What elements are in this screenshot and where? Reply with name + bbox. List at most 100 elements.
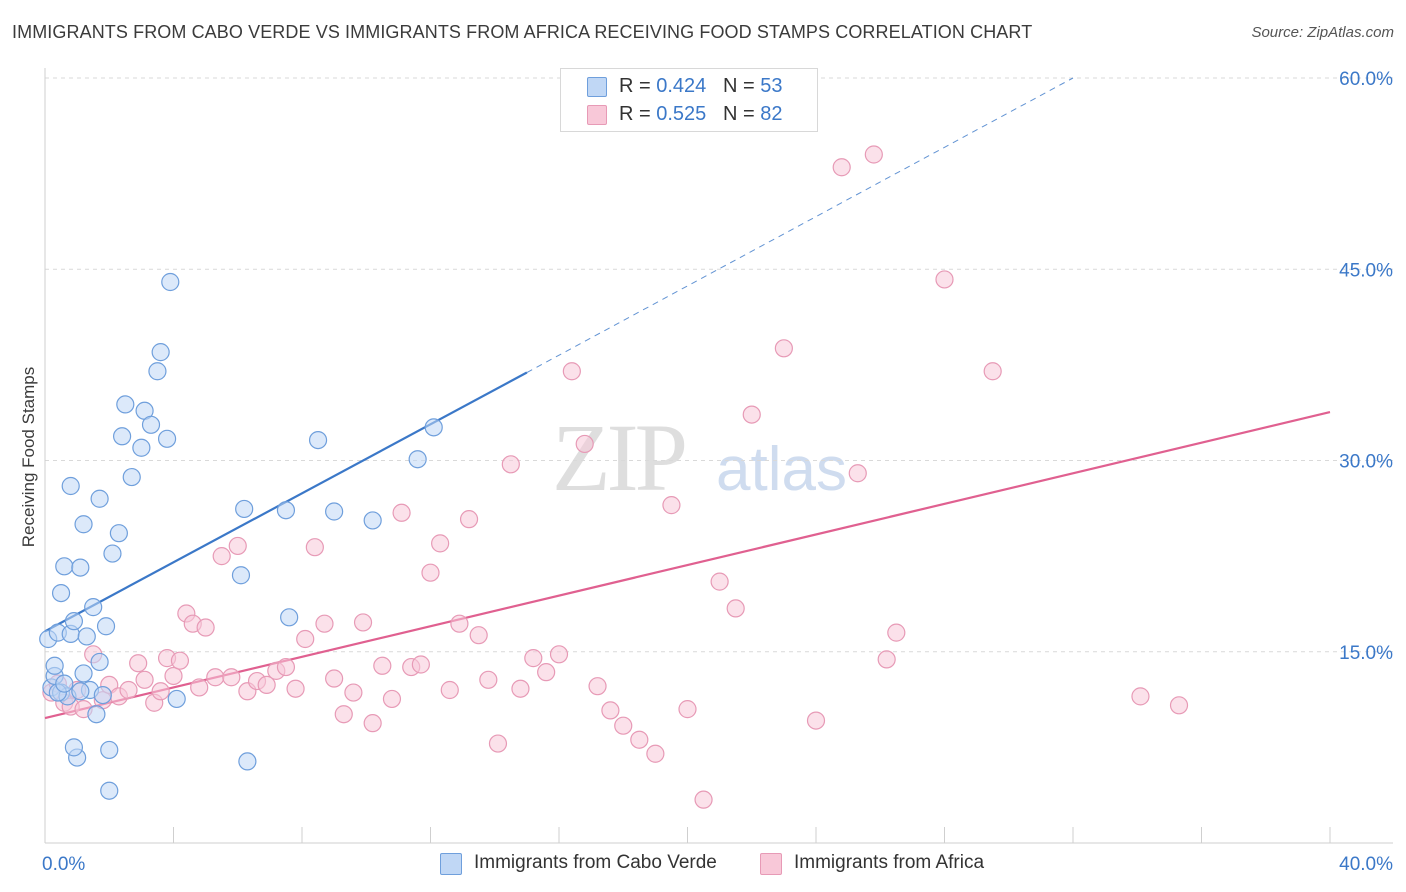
point-cabo-verde bbox=[100, 781, 119, 800]
point-cabo-verde bbox=[363, 511, 382, 530]
point-africa bbox=[575, 434, 594, 454]
legend-n-label: N = bbox=[722, 75, 761, 97]
point-africa bbox=[524, 649, 543, 668]
y-tick-label: 15.0% bbox=[1339, 643, 1393, 664]
point-africa bbox=[135, 670, 154, 689]
trend-line-cabo-verde-extension bbox=[526, 77, 1074, 373]
point-cabo-verde bbox=[112, 427, 132, 446]
point-cabo-verde bbox=[122, 467, 141, 487]
legend: R = 0.424 N = 53 R = 0.525 N = 82 bbox=[560, 68, 818, 132]
point-africa bbox=[119, 680, 138, 700]
point-africa bbox=[710, 572, 729, 591]
point-cabo-verde bbox=[325, 502, 344, 521]
point-africa bbox=[1131, 687, 1150, 706]
legend-n-label: N = bbox=[722, 103, 761, 125]
y-tick-label: 60.0% bbox=[1339, 69, 1393, 90]
point-africa bbox=[440, 680, 459, 700]
point-africa bbox=[411, 655, 430, 674]
point-cabo-verde bbox=[408, 450, 427, 469]
point-africa bbox=[935, 270, 954, 289]
point-africa bbox=[276, 657, 296, 677]
point-cabo-verde bbox=[276, 501, 296, 520]
point-africa bbox=[344, 683, 363, 702]
point-africa bbox=[373, 656, 392, 675]
point-africa bbox=[382, 689, 402, 709]
point-africa bbox=[479, 670, 498, 689]
y-tick-label: 30.0% bbox=[1339, 452, 1393, 473]
point-africa bbox=[537, 663, 556, 682]
point-cabo-verde bbox=[87, 705, 106, 724]
legend-r-label: R = bbox=[619, 75, 657, 97]
point-cabo-verde bbox=[90, 652, 109, 672]
point-cabo-verde bbox=[93, 685, 112, 705]
point-africa bbox=[646, 744, 665, 763]
point-cabo-verde bbox=[64, 612, 84, 631]
legend-swatch-africa bbox=[587, 105, 607, 125]
point-africa bbox=[315, 614, 334, 633]
point-africa bbox=[511, 679, 530, 698]
tick-labels: 15.0% 30.0% 45.0% 60.0% 0.0% 40.0% bbox=[42, 69, 1393, 875]
bottom-legend-swatch-cabo-verde bbox=[440, 853, 462, 875]
point-africa bbox=[286, 679, 305, 698]
point-africa bbox=[170, 651, 190, 670]
point-africa bbox=[877, 650, 896, 669]
point-cabo-verde bbox=[238, 752, 257, 771]
point-africa bbox=[228, 536, 247, 556]
point-africa bbox=[164, 666, 183, 686]
point-cabo-verde bbox=[103, 544, 122, 563]
watermark-zip: ZIP bbox=[552, 404, 685, 511]
point-africa bbox=[450, 614, 469, 633]
point-cabo-verde bbox=[132, 438, 151, 457]
point-africa bbox=[325, 669, 344, 688]
data-points bbox=[39, 145, 1189, 809]
point-africa bbox=[296, 629, 315, 649]
point-cabo-verde bbox=[96, 617, 116, 636]
source-label: Source: ZipAtlas.com bbox=[1251, 24, 1394, 41]
point-africa bbox=[501, 455, 520, 474]
point-cabo-verde bbox=[74, 515, 93, 534]
legend-r-value: 0.525 bbox=[656, 103, 707, 125]
point-africa bbox=[459, 510, 479, 529]
point-africa bbox=[983, 362, 1002, 381]
grid bbox=[45, 77, 1393, 653]
point-africa bbox=[206, 668, 225, 687]
point-cabo-verde bbox=[74, 664, 93, 683]
point-cabo-verde bbox=[55, 674, 74, 693]
point-africa bbox=[774, 339, 793, 358]
point-cabo-verde bbox=[77, 627, 96, 646]
point-cabo-verde bbox=[280, 608, 299, 627]
point-africa bbox=[431, 534, 450, 553]
point-cabo-verde bbox=[61, 476, 80, 496]
point-cabo-verde bbox=[161, 272, 180, 292]
point-cabo-verde bbox=[116, 395, 135, 414]
point-africa bbox=[151, 682, 170, 701]
point-cabo-verde bbox=[71, 558, 90, 577]
point-africa bbox=[421, 563, 440, 582]
point-africa bbox=[190, 678, 209, 697]
point-africa bbox=[363, 714, 382, 733]
point-cabo-verde bbox=[109, 524, 128, 543]
point-cabo-verde bbox=[148, 362, 167, 381]
point-africa bbox=[678, 700, 697, 719]
point-africa bbox=[601, 701, 620, 720]
point-africa bbox=[353, 613, 373, 632]
x-tick-label: 40.0% bbox=[1339, 854, 1393, 875]
point-africa bbox=[694, 790, 713, 809]
point-africa bbox=[392, 503, 411, 522]
point-cabo-verde bbox=[71, 682, 90, 701]
point-africa bbox=[614, 716, 633, 735]
point-cabo-verde bbox=[167, 689, 186, 709]
point-africa bbox=[305, 538, 324, 557]
point-cabo-verde bbox=[45, 656, 64, 675]
point-cabo-verde bbox=[157, 429, 177, 448]
point-africa bbox=[257, 675, 276, 695]
point-cabo-verde bbox=[151, 343, 170, 362]
trend-line-africa bbox=[44, 410, 1331, 720]
point-africa bbox=[562, 362, 581, 381]
legend-swatch-cabo-verde bbox=[587, 77, 607, 97]
point-africa bbox=[726, 599, 745, 618]
point-africa bbox=[630, 730, 649, 749]
point-cabo-verde bbox=[90, 489, 109, 508]
bottom-legend-label-africa: Immigrants from Africa bbox=[794, 852, 985, 873]
